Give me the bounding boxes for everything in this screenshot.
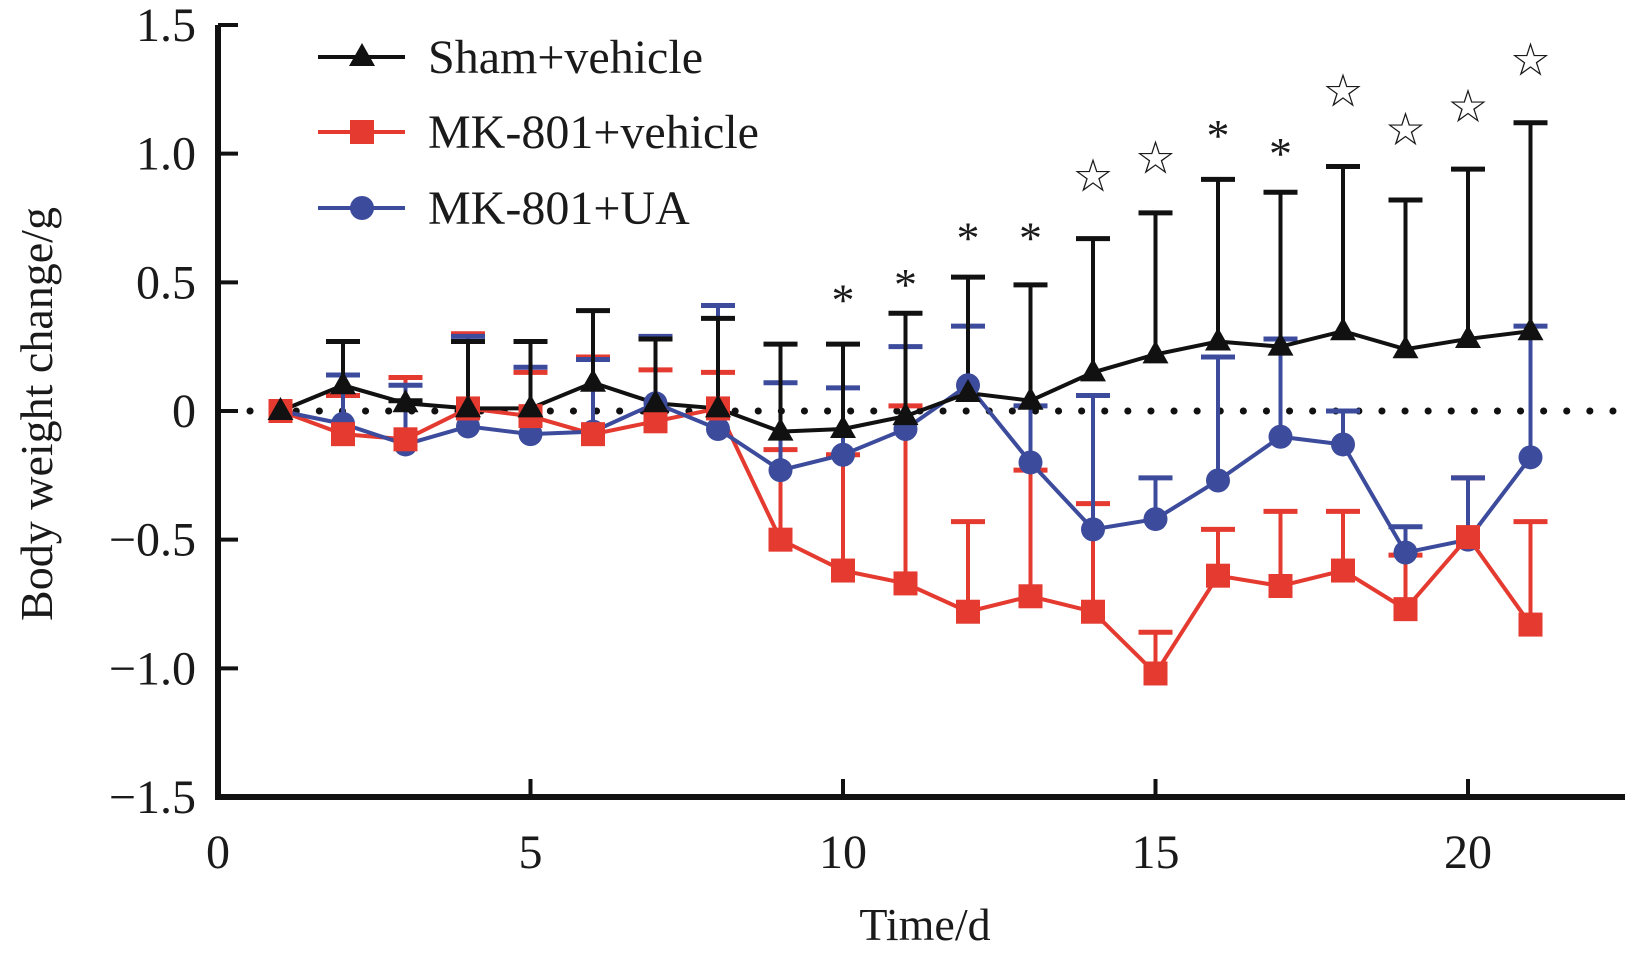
significance-asterisk: * <box>894 259 917 310</box>
axes: 1.51.00.50−0.5−1.0−1.50 5 10 15 20 <box>109 0 1625 879</box>
data-point-sham-vehicle <box>1517 317 1544 341</box>
legend-marker-mk-801-vehicle <box>350 120 374 144</box>
significance-annotations: * * * * ☆ ☆ * * ☆ ☆ ☆ ☆ <box>832 35 1552 326</box>
data-point-mk-801-ua <box>1206 468 1230 493</box>
y-tick-label: 1.5 <box>136 0 196 52</box>
data-point-mk-801-vehicle <box>956 599 980 624</box>
data-point-sham-vehicle <box>1455 324 1481 348</box>
data-point-sham-vehicle <box>1080 358 1106 382</box>
data-point-mk-801-ua <box>831 442 855 467</box>
legend-label-sham-vehicle: Sham+vehicle <box>428 31 703 84</box>
data-point-sham-vehicle <box>330 371 356 395</box>
data-point-sham-vehicle <box>1330 317 1356 341</box>
data-point-mk-801-ua <box>1143 507 1168 532</box>
error-bars <box>326 120 1548 674</box>
significance-star: ☆ <box>1135 132 1176 183</box>
data-point-sham-vehicle <box>1142 340 1169 364</box>
data-point-sham-vehicle <box>830 415 856 439</box>
significance-asterisk: * <box>1019 213 1042 264</box>
data-point-mk-801-ua <box>768 458 793 483</box>
significance-star: ☆ <box>1447 81 1488 132</box>
x-tick-label: 15 <box>1132 826 1180 879</box>
x-axis-title: Time/d <box>859 899 990 950</box>
y-tick-label: −0.5 <box>109 514 196 567</box>
y-tick-label: 1.0 <box>136 128 196 181</box>
data-point-sham-vehicle <box>267 397 294 420</box>
y-axis-title: Body weight change/g <box>11 207 62 621</box>
legend-marker-mk-801-ua <box>350 196 374 220</box>
data-point-mk-801-vehicle <box>768 527 793 552</box>
data-point-sham-vehicle <box>642 389 669 413</box>
significance-asterisk: * <box>957 213 980 264</box>
data-point-mk-801-ua <box>1393 540 1418 565</box>
data-point-mk-801-vehicle <box>831 558 855 583</box>
data-point-mk-801-ua <box>1268 424 1293 449</box>
significance-asterisk: * <box>1207 110 1230 161</box>
data-point-mk-801-vehicle <box>1081 599 1105 624</box>
y-tick-label: −1.0 <box>109 642 196 695</box>
data-point-mk-801-ua <box>1081 517 1105 542</box>
data-point-mk-801-vehicle <box>1456 525 1480 550</box>
data-point-mk-801-vehicle <box>393 427 418 452</box>
x-tick-label: 10 <box>819 826 867 879</box>
data-point-mk-801-vehicle <box>1393 597 1418 622</box>
data-point-mk-801-vehicle <box>581 422 605 447</box>
data-point-mk-801-vehicle <box>1143 661 1168 686</box>
data-point-mk-801-ua <box>518 422 543 447</box>
x-tick-label: 20 <box>1444 826 1492 879</box>
x-tick-label: 0 <box>206 826 230 879</box>
data-point-sham-vehicle <box>1267 332 1294 356</box>
data-point-sham-vehicle <box>705 394 731 418</box>
significance-asterisk: * <box>832 274 855 325</box>
data-point-mk-801-ua <box>1518 445 1543 470</box>
data-point-mk-801-ua <box>1331 432 1355 457</box>
significance-star: ☆ <box>1322 65 1363 116</box>
y-tick-label: −1.5 <box>109 771 196 824</box>
data-point-mk-801-vehicle <box>643 409 668 434</box>
y-tick-label: 0 <box>172 385 196 438</box>
data-point-sham-vehicle <box>767 417 794 441</box>
data-point-mk-801-vehicle <box>893 571 918 596</box>
y-tick-label: 0.5 <box>136 256 196 309</box>
data-point-sham-vehicle <box>892 402 919 426</box>
legend: Sham+vehicle MK-801+vehicle MK-801+UA <box>318 31 759 235</box>
data-point-sham-vehicle <box>1205 327 1231 351</box>
data-point-sham-vehicle <box>955 378 981 402</box>
data-point-sham-vehicle <box>392 389 419 413</box>
data-point-mk-801-ua <box>1018 450 1043 475</box>
series-markers <box>267 317 1544 686</box>
x-tick-label: 5 <box>519 826 543 879</box>
data-point-mk-801-ua <box>456 414 480 439</box>
data-point-mk-801-vehicle <box>1268 573 1293 598</box>
data-point-mk-801-vehicle <box>331 422 355 447</box>
legend-label-mk-801-ua: MK-801+UA <box>428 182 690 235</box>
significance-star: ☆ <box>1385 104 1426 155</box>
data-point-mk-801-vehicle <box>1331 558 1355 583</box>
data-point-sham-vehicle <box>580 368 606 392</box>
data-point-sham-vehicle <box>517 394 544 418</box>
data-point-sham-vehicle <box>1392 335 1419 359</box>
data-point-sham-vehicle <box>1017 386 1044 410</box>
legend-marker-sham-vehicle <box>349 43 375 66</box>
legend-label-mk-801-vehicle: MK-801+vehicle <box>428 106 759 159</box>
data-point-mk-801-vehicle <box>1518 612 1543 637</box>
data-point-mk-801-vehicle <box>1206 563 1230 588</box>
significance-star: ☆ <box>1510 35 1551 86</box>
data-point-mk-801-vehicle <box>1018 584 1043 609</box>
significance-asterisk: * <box>1269 128 1292 179</box>
data-point-sham-vehicle <box>455 394 481 418</box>
data-point-mk-801-ua <box>706 417 730 442</box>
significance-star: ☆ <box>1072 150 1113 201</box>
